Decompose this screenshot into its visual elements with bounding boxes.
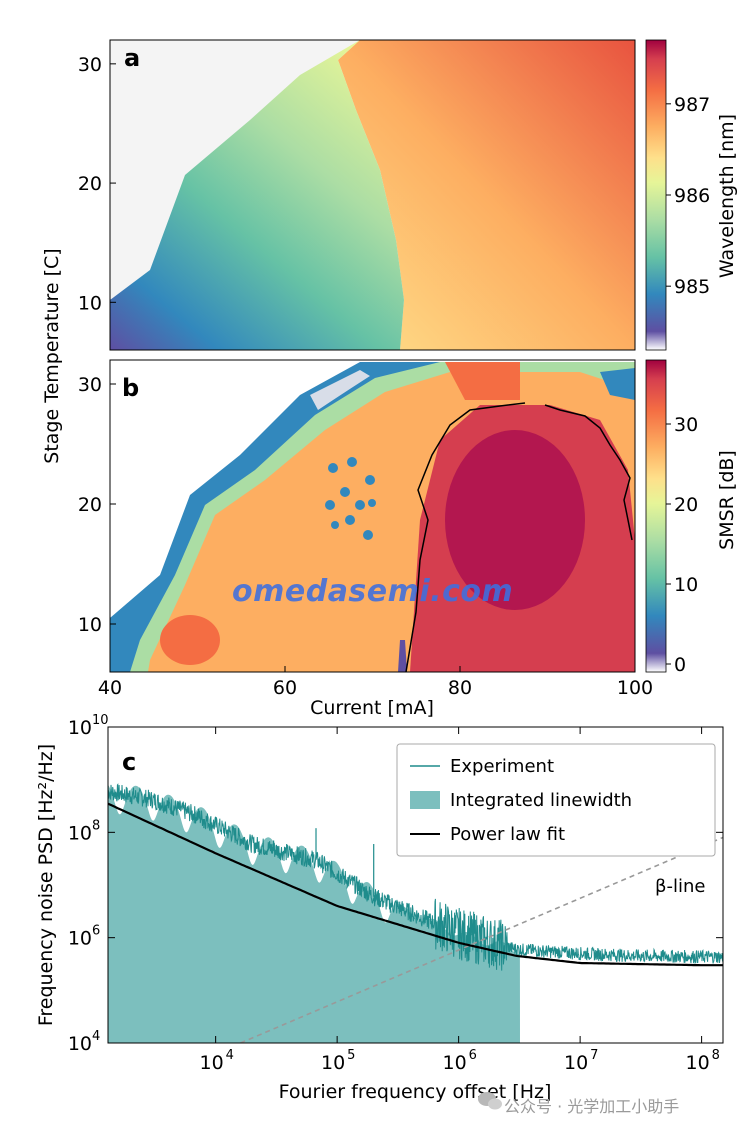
colorbar-tick-label: 987	[674, 94, 710, 116]
x-tick-exponent: 4	[226, 1048, 234, 1063]
legend: Experiment Integrated linewidth Power la…	[396, 743, 716, 857]
x-tick-label: 10	[443, 1052, 467, 1074]
legend-box	[396, 743, 716, 857]
x-tick-label: 60	[273, 677, 297, 699]
y-tick-exponent: 8	[92, 818, 100, 833]
legend-fit: Power law fit	[450, 824, 565, 845]
colorbar-tick-label: 986	[674, 185, 710, 207]
panel-c-x-ticks: 10 4 10 5 10 6 10 7 10 8	[200, 727, 720, 1074]
panel-b-x-label: Current [mA]	[310, 697, 434, 719]
x-tick-exponent: 6	[469, 1048, 477, 1063]
panel-c-label: c	[122, 748, 136, 776]
x-tick-label: 10	[686, 1052, 710, 1074]
shared-y-label: Stage Temperature [C]	[41, 248, 63, 463]
y-tick-label: 10	[68, 1033, 92, 1055]
wechat-icon	[478, 1092, 502, 1110]
y-tick-label: 10	[68, 822, 92, 844]
footer-watermark: 公众号 · 光学加工小助手	[504, 1097, 680, 1116]
colorbar-tick-label: 30	[674, 414, 698, 436]
x-tick-label: 10	[321, 1052, 345, 1074]
psd-plot-area	[108, 783, 723, 1043]
site-watermark: omedasemi.com	[232, 574, 514, 609]
integrated-linewidth-area	[108, 784, 520, 1043]
x-tick-label: 100	[617, 677, 653, 699]
legend-experiment: Experiment	[450, 756, 554, 777]
panel-b-y-ticks: 10 20 30	[78, 374, 116, 636]
panel-b-x-ticks: 40 60 80 100	[98, 666, 653, 699]
panel-a-y-ticks: 10 20 30	[78, 54, 116, 314]
beta-line	[240, 836, 723, 1043]
y-tick-label: 10	[78, 614, 102, 636]
y-tick-label: 10	[78, 292, 102, 314]
y-tick-exponent: 6	[92, 924, 100, 939]
y-tick-exponent: 4	[92, 1029, 100, 1044]
y-tick-label: 10	[68, 928, 92, 950]
x-tick-label: 40	[98, 677, 122, 699]
colorbar-tick-label: 20	[674, 494, 698, 516]
smsr-map	[110, 360, 635, 672]
experiment-trace	[108, 783, 723, 971]
panel-b-label: b	[122, 374, 139, 402]
y-tick-label: 30	[78, 374, 102, 396]
legend-integrated-swatch	[410, 791, 440, 809]
panel-c-frame	[107, 726, 724, 1044]
y-tick-label: 20	[78, 494, 102, 516]
panel-a-label: a	[124, 44, 140, 72]
colorbar-a-label: Wavelength [nm]	[716, 114, 738, 278]
x-tick-label: 10	[564, 1052, 588, 1074]
panel-b-frame	[109, 359, 636, 673]
x-tick-exponent: 7	[590, 1048, 598, 1063]
colorbar-a	[645, 39, 667, 351]
y-tick-label: 10	[68, 717, 92, 739]
legend-integrated: Integrated linewidth	[450, 790, 632, 811]
y-tick-exponent: 10	[92, 713, 109, 728]
x-tick-exponent: 5	[347, 1048, 355, 1063]
colorbar-b-label: SMSR [dB]	[716, 450, 738, 550]
colorbar-tick-label: 985	[674, 276, 710, 298]
x-tick-label: 10	[200, 1052, 224, 1074]
colorbar-tick-label: 10	[674, 574, 698, 596]
x-tick-label: 80	[448, 677, 472, 699]
panel-a-frame	[109, 39, 636, 351]
colorbar-tick-label: 0	[674, 654, 686, 676]
beta-line-annotation: β-line	[655, 876, 705, 897]
y-tick-label: 20	[78, 173, 102, 195]
y-tick-label: 30	[78, 54, 102, 76]
colorbar-b	[645, 359, 667, 673]
panel-c-y-label: Frequency noise PSD [Hz²/Hz]	[35, 744, 57, 1026]
panel-a: a 10 20 30 985 986 987 Wavelength [nm]	[78, 39, 738, 351]
x-tick-exponent: 8	[712, 1048, 720, 1063]
wavelength-map	[110, 40, 635, 350]
colorbar-a-ticks: 985 986 987	[666, 94, 710, 298]
power-law-fit-line	[108, 802, 723, 967]
colorbar-b-ticks: 0 10 20 30	[666, 414, 698, 676]
